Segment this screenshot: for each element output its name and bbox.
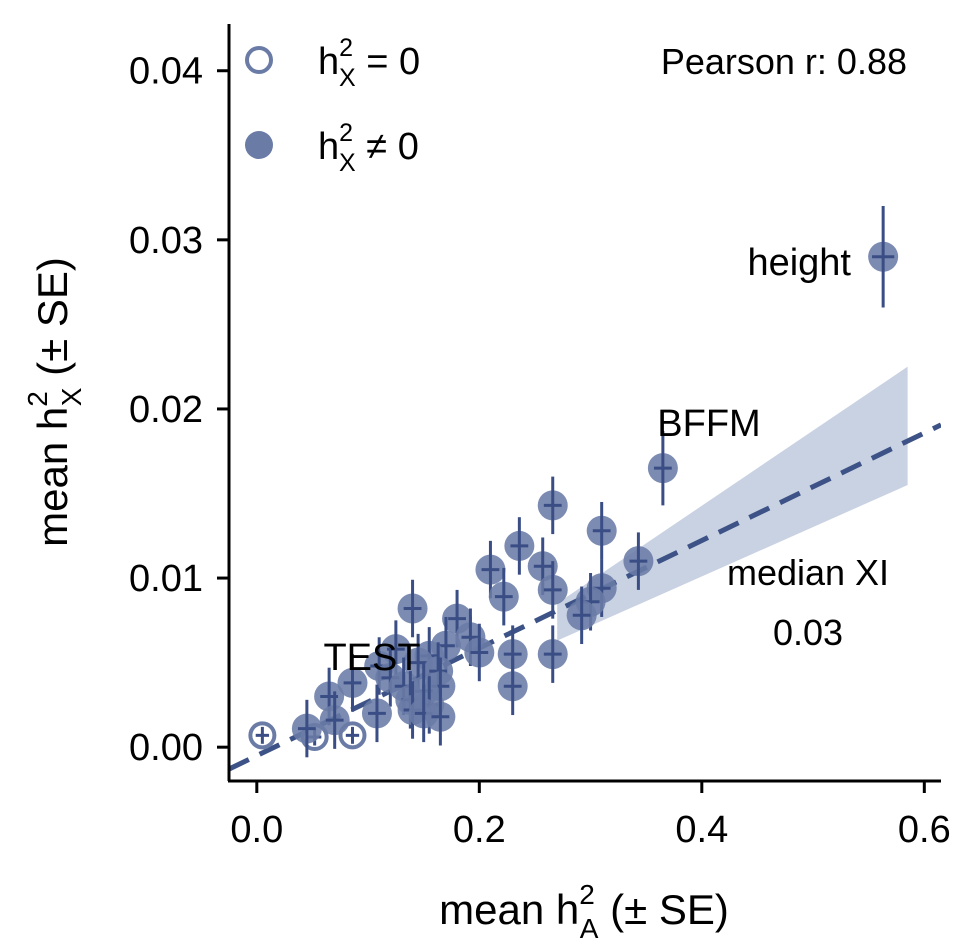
point-h2x-nonzero [361, 684, 392, 743]
point-h2x-nonzero [464, 623, 495, 682]
pearson-annotation: Pearson r: 0.88 [661, 41, 907, 82]
legend-open-marker [245, 46, 273, 74]
point-h2x-nonzero [868, 206, 899, 308]
point-h2x-nonzero [527, 537, 558, 595]
test-label: TEST [323, 637, 420, 679]
x-tick-label: 0.0 [230, 809, 283, 851]
point-h2x-nonzero [623, 532, 654, 590]
point-h2x-nonzero [337, 654, 368, 712]
x-tick-label: 0.4 [675, 809, 728, 851]
point-h2x-nonzero [537, 625, 568, 683]
x-tick-label: 0.6 [898, 809, 951, 851]
y-tick-label: 0.04 [129, 51, 203, 93]
point-h2x-nonzero [497, 657, 528, 716]
x-axis-title: mean h2 A (± SE) [439, 879, 729, 941]
point-h2x-nonzero [537, 476, 568, 535]
y-tick-label: 0.02 [129, 389, 203, 431]
point-h2x-nonzero [586, 501, 617, 560]
point-h2x-nonzero [425, 687, 456, 746]
point-h2x-nonzero [397, 579, 428, 638]
y-ticks: 0.00 0.01 0.02 0.03 0.04 [129, 51, 229, 769]
legend: h2 X = 0 h2 X ≠ 0 [245, 34, 420, 177]
legend-label-zero: h2 X = 0 [318, 34, 420, 92]
point-h2x-nonzero [291, 699, 322, 758]
point-h2x-nonzero [319, 691, 350, 749]
legend-filled-marker [245, 131, 273, 159]
y-tick-label: 0.00 [129, 727, 203, 769]
point-h2x-nonzero [475, 540, 506, 599]
y-axis-title: mean h2 X (± SE) [22, 257, 87, 547]
median-xi-label: median XI [727, 552, 889, 593]
point-h2x-zero [248, 721, 277, 750]
median-xi-value: 0.03 [773, 612, 843, 653]
point-h2x-nonzero [488, 567, 519, 626]
bffm-label: BFFM [657, 403, 760, 445]
legend-label-nonzero: h2 X ≠ 0 [318, 119, 419, 177]
height-label: height [747, 242, 851, 284]
y-tick-label: 0.03 [129, 220, 203, 262]
y-tick-label: 0.01 [129, 558, 203, 600]
point-h2x-nonzero [504, 517, 535, 575]
point-h2x-nonzero [566, 586, 597, 645]
point-h2x-nonzero [647, 430, 678, 506]
points-layer [248, 206, 899, 758]
point-h2x-nonzero [537, 561, 568, 619]
x-tick-label: 0.2 [453, 809, 506, 851]
x-ticks: 0.0 0.2 0.4 0.6 [230, 781, 951, 851]
